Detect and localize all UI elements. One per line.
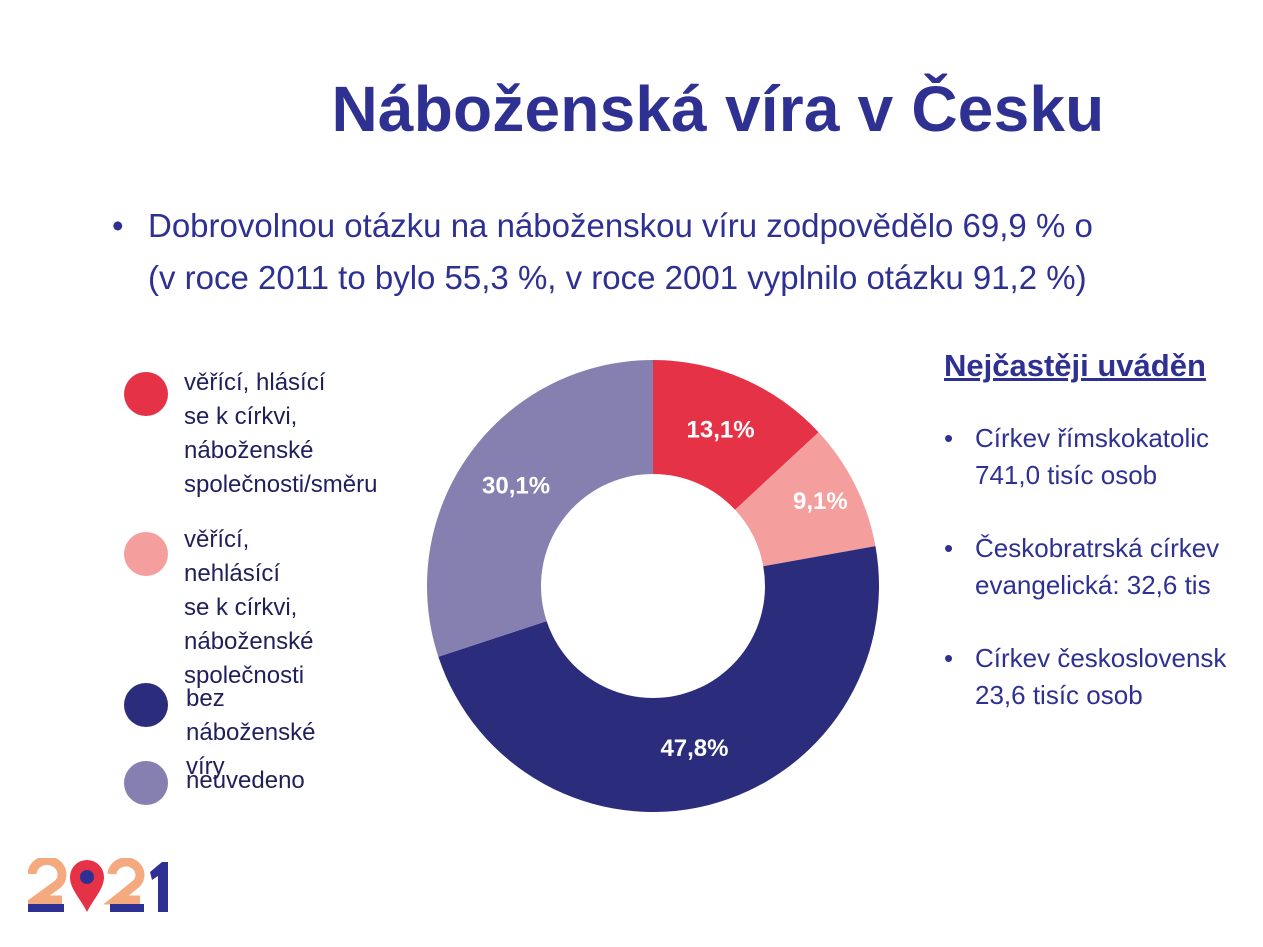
slice-data-label: 9,1%	[793, 488, 848, 515]
slice-data-label: 13,1%	[687, 416, 755, 443]
intro-line-1: Dobrovolnou otázku na náboženskou víru z…	[148, 207, 1093, 244]
bullet: •	[944, 643, 954, 673]
legend-label: věřící, hlásící se k církvi, náboženské …	[184, 369, 378, 498]
side-heading: Nejčastěji uváděn	[944, 348, 1206, 383]
legend-swatch	[124, 372, 168, 416]
bullet: •	[112, 207, 124, 244]
side-item-line-1: Církev československ	[975, 643, 1227, 673]
legend-swatch	[124, 761, 168, 805]
donut-slice	[653, 360, 819, 510]
logo-pin-icon	[70, 860, 104, 912]
legend-label: věřící, nehlásící se k církvi, nábožensk…	[184, 526, 314, 689]
side-item-line-2: evangelická: 32,6 tis	[975, 570, 1211, 600]
intro-line-2: (v roce 2011 to bylo 55,3 %, v roce 2001…	[148, 259, 1087, 296]
legend-swatch	[124, 683, 168, 727]
slice-data-label: 30,1%	[482, 472, 550, 499]
logo-digit-2	[28, 858, 67, 905]
legend-label: bez náboženské víry	[186, 685, 316, 780]
legend-swatch	[124, 532, 168, 576]
logo-digit-2b	[103, 858, 145, 905]
logo-underline	[110, 904, 144, 912]
donut-slice	[427, 360, 653, 657]
census-2021-logo	[28, 858, 168, 912]
logo-pin-dot	[80, 870, 94, 884]
page-title: Náboženská víra v Česku	[331, 73, 1105, 145]
donut-slice	[438, 546, 879, 812]
side-item-line-1: Církev římskokatolic	[975, 423, 1210, 453]
logo-digit-1	[150, 862, 168, 912]
donut-chart: 13,1% 9,1% 47,8% 30,1%	[427, 360, 879, 812]
donut-slice	[735, 432, 876, 567]
bullet: •	[944, 423, 954, 453]
side-item-line-2: 741,0 tisíc osob	[975, 460, 1158, 490]
legend-label: neuvedeno	[186, 767, 305, 794]
bullet: •	[944, 533, 954, 563]
slice-data-label: 47,8%	[660, 735, 728, 762]
logo-underline	[28, 904, 64, 912]
side-item-line-2: 23,6 tisíc osob	[975, 680, 1143, 710]
side-item-line-1: Českobratrská církev	[975, 533, 1220, 563]
